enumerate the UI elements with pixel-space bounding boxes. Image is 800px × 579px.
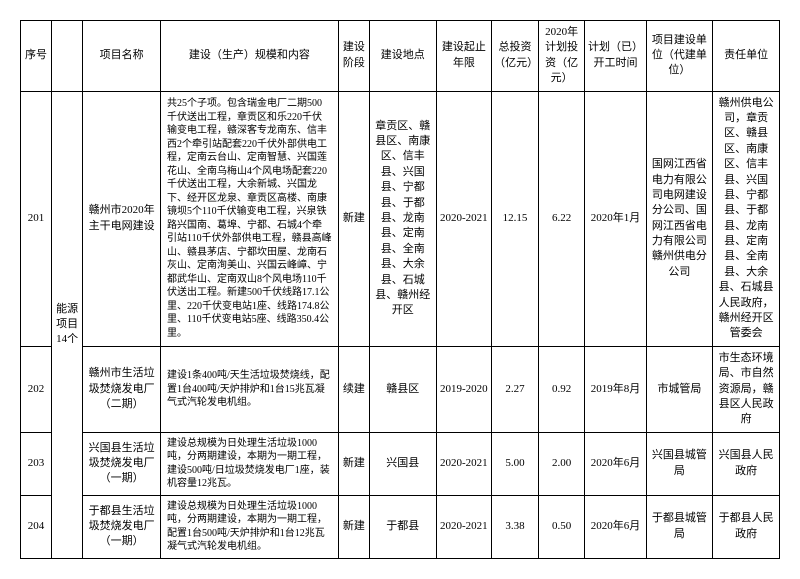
- cell-location: 兴国县: [369, 432, 436, 495]
- cell-name: 于都县生活垃圾焚烧发电厂（一期）: [83, 495, 161, 558]
- cell-seq: 203: [21, 432, 52, 495]
- table-row: 202 赣州市生活垃圾焚烧发电厂（二期） 建设1条400吨/天生活垃圾焚烧线，配…: [21, 346, 780, 432]
- cell-period: 2020-2021: [436, 495, 492, 558]
- cell-time: 2020年6月: [585, 432, 646, 495]
- table-row: 204 于都县生活垃圾焚烧发电厂（一期） 建设总规模为日处理生活垃圾1000吨，…: [21, 495, 780, 558]
- header-invest: 总投资（亿元）: [492, 21, 539, 92]
- header-resp: 责任单位: [713, 21, 780, 92]
- header-time: 计划（已）开工时间: [585, 21, 646, 92]
- header-unit: 项目建设单位（代建单位）: [646, 21, 713, 92]
- cell-unit: 国网江西省电力有限公司电网建设分公司、国网江西省电力有限公司赣州供电分公司: [646, 91, 713, 346]
- cell-content: 建设1条400吨/天生活垃圾焚烧线，配置1台400吨/天炉排炉和1台15兆瓦凝气…: [161, 346, 339, 432]
- header-content: 建设（生产）规模和内容: [161, 21, 339, 92]
- cell-seq: 204: [21, 495, 52, 558]
- cell-stage: 新建: [338, 495, 369, 558]
- cell-content: 共25个子项。包含瑞金电厂二期500千伏送出工程，章贡区和乐220千伏输变电工程…: [161, 91, 339, 346]
- cell-resp: 赣州供电公司，章贡区、赣县区、南康区、信丰县、兴国县、宁都县、于都县、龙南县、定…: [713, 91, 780, 346]
- cell-location: 赣县区: [369, 346, 436, 432]
- header-stage: 建设阶段: [338, 21, 369, 92]
- cell-name: 兴国县生活垃圾焚烧发电厂（一期）: [83, 432, 161, 495]
- cell-seq: 202: [21, 346, 52, 432]
- cell-unit: 于都县城管局: [646, 495, 713, 558]
- cell-time: 2020年6月: [585, 495, 646, 558]
- cell-resp: 于都县人民政府: [713, 495, 780, 558]
- cell-period: 2019-2020: [436, 346, 492, 432]
- cell-name: 赣州市生活垃圾焚烧发电厂（二期）: [83, 346, 161, 432]
- project-table: 序号 项目名称 建设（生产）规模和内容 建设阶段 建设地点 建设起止年限 总投资…: [20, 20, 780, 559]
- header-period: 建设起止年限: [436, 21, 492, 92]
- cell-period: 2020-2021: [436, 432, 492, 495]
- cell-time: 2019年8月: [585, 346, 646, 432]
- cell-stage: 续建: [338, 346, 369, 432]
- cell-seq: 201: [21, 91, 52, 346]
- table-row: 201 能源项目14个 赣州市2020年主干电网建设 共25个子项。包含瑞金电厂…: [21, 91, 780, 346]
- header-plan: 2020年计划投资（亿元）: [538, 21, 585, 92]
- cell-unit: 兴国县城管局: [646, 432, 713, 495]
- cell-invest: 2.27: [492, 346, 539, 432]
- header-category: [52, 21, 83, 92]
- header-row: 序号 项目名称 建设（生产）规模和内容 建设阶段 建设地点 建设起止年限 总投资…: [21, 21, 780, 92]
- cell-plan: 6.22: [538, 91, 585, 346]
- cell-resp: 市生态环境局、市自然资源局，赣县区人民政府: [713, 346, 780, 432]
- cell-invest: 3.38: [492, 495, 539, 558]
- cell-invest: 5.00: [492, 432, 539, 495]
- cell-content: 建设总规模为日处理生活垃圾1000吨，分两期建设，本期为一期工程，建设500吨/…: [161, 432, 339, 495]
- cell-plan: 0.50: [538, 495, 585, 558]
- cell-name: 赣州市2020年主干电网建设: [83, 91, 161, 346]
- header-location: 建设地点: [369, 21, 436, 92]
- cell-plan: 0.92: [538, 346, 585, 432]
- cell-stage: 新建: [338, 432, 369, 495]
- cell-plan: 2.00: [538, 432, 585, 495]
- header-seq: 序号: [21, 21, 52, 92]
- cell-resp: 兴国县人民政府: [713, 432, 780, 495]
- cell-location: 于都县: [369, 495, 436, 558]
- cell-location: 章贡区、赣县区、南康区、信丰县、兴国县、宁都县、于都县、龙南县、定南县、全南县、…: [369, 91, 436, 346]
- cell-category: 能源项目14个: [52, 91, 83, 558]
- cell-stage: 新建: [338, 91, 369, 346]
- cell-content: 建设总规模为日处理生活垃圾1000吨，分两期建设，本期为一期工程，配置1台500…: [161, 495, 339, 558]
- cell-period: 2020-2021: [436, 91, 492, 346]
- header-name: 项目名称: [83, 21, 161, 92]
- cell-time: 2020年1月: [585, 91, 646, 346]
- table-row: 203 兴国县生活垃圾焚烧发电厂（一期） 建设总规模为日处理生活垃圾1000吨，…: [21, 432, 780, 495]
- cell-unit: 市城管局: [646, 346, 713, 432]
- cell-invest: 12.15: [492, 91, 539, 346]
